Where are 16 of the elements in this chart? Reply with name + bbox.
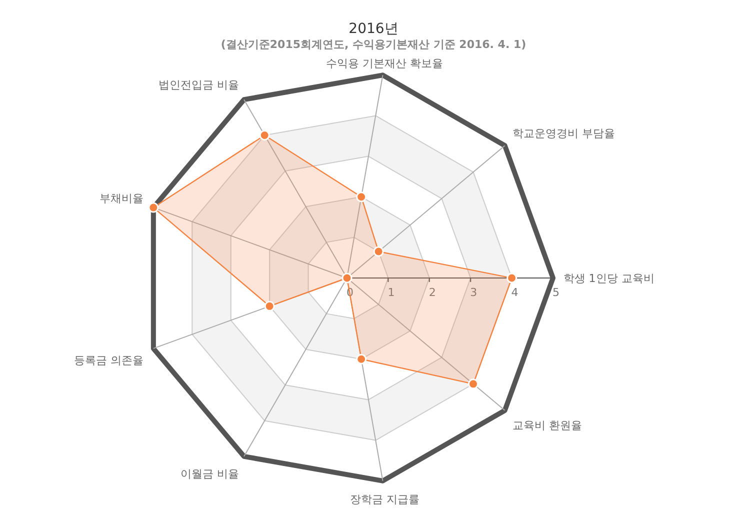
spoke-label: 등록금 의존율 [74,354,144,367]
spoke-label: 교육비 환원율 [512,419,582,432]
chart-title: 2016년 [348,21,398,37]
y-tick-label: 2 [428,286,436,299]
spoke-label: 학교운영경비 부담율 [512,126,616,140]
spoke-label: 부채비율 [100,192,144,206]
y-tick-label: 5 [552,286,560,299]
y-tick-label: 3 [470,286,478,299]
spoke-label: 장학금 지급률 [350,493,420,506]
y-tick-label: 4 [511,286,518,299]
spoke-label: 수익용 기본재산 확보율 [326,56,444,70]
y-tick-label: 1 [388,286,395,299]
spoke-label: 법인전입금 비율 [158,78,239,92]
spoke-label: 학생 1인당 교육비 [563,272,654,285]
spoke-label: 이월금 비율 [180,467,239,480]
chart-subtitle: (결산기준2015회계연도, 수익용기본재산 기준 2016. 4. 1) [220,38,526,51]
